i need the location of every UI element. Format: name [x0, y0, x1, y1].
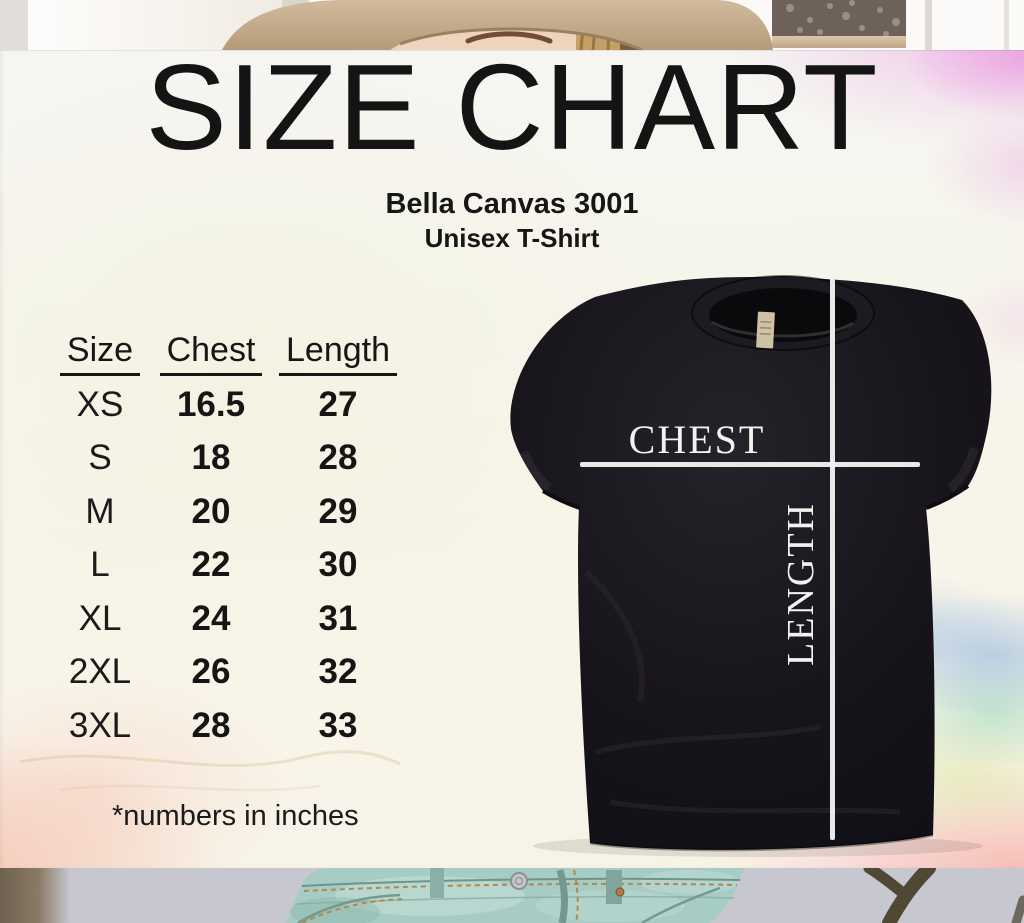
tshirt-collar: [691, 275, 875, 351]
size-cell: XS: [76, 384, 124, 424]
size-cell: 2XL: [68, 652, 132, 692]
column-header-chest: Chest: [150, 328, 272, 378]
length-cell: 31: [318, 598, 358, 638]
length-cell: 32: [318, 652, 358, 692]
chest-cell: 16.5: [176, 384, 246, 424]
chest-cell: 28: [191, 705, 231, 745]
column-header-length-label: Length: [279, 331, 397, 376]
length-cell: 28: [318, 438, 358, 478]
size-cell: XL: [78, 598, 122, 638]
length-cell: 33: [318, 705, 358, 745]
tshirt-body: [510, 277, 992, 850]
size-cell: L: [90, 545, 110, 585]
product-brand: Bella Canvas 3001: [385, 188, 639, 220]
belt-loop: [606, 870, 622, 904]
top-photo-strip: [0, 0, 1024, 50]
bokeh-lights: [786, 0, 900, 37]
column-header-chest-label: Chest: [159, 331, 263, 376]
size-cell: 3XL: [68, 705, 132, 745]
hat-brim-edge: [399, 27, 643, 50]
length-cell: 27: [318, 384, 358, 424]
branch: [863, 868, 1024, 923]
length-cell: 30: [318, 545, 358, 585]
jeans: [286, 868, 744, 923]
collar-tag: [756, 311, 775, 349]
length-cell: 29: [318, 491, 358, 531]
belt-loop: [430, 868, 444, 898]
foreground-blur: [0, 868, 70, 923]
size-table: Size Chest Length XS 16.5 27 S 18 28 M 2…: [50, 328, 404, 753]
eyebrow: [465, 31, 553, 44]
chest-cell: 26: [191, 652, 231, 692]
jeans-rivet: [615, 887, 625, 897]
wall-left-edge: [0, 0, 28, 50]
length-label: LENGTH: [780, 502, 822, 666]
size-cell: S: [88, 438, 112, 478]
product-type: Unisex T-Shirt: [424, 223, 600, 253]
column-header-size: Size: [50, 328, 150, 378]
frame-line-2: [1004, 0, 1009, 50]
tshirt-photo: CHEST LENGTH: [510, 274, 992, 857]
jeans-button: [510, 872, 528, 890]
hat: [222, 0, 773, 50]
page-title: SIZE CHART: [145, 39, 879, 175]
window-sill: [772, 36, 908, 48]
bottom-photo-strip: [0, 868, 1024, 923]
chest-cell: 22: [191, 545, 231, 585]
chest-label: CHEST: [629, 417, 766, 462]
size-cell: M: [85, 491, 115, 531]
length-measure-line: [830, 274, 835, 840]
chest-cell: 20: [191, 491, 231, 531]
units-note: *numbers in inches: [112, 800, 359, 832]
column-header-length: Length: [272, 328, 404, 378]
chest-cell: 24: [191, 598, 231, 638]
tshirt-wrinkles: [519, 446, 979, 852]
column-header-size-label: Size: [59, 331, 141, 376]
chest-cell: 18: [191, 438, 231, 478]
chest-measure-line: [580, 462, 920, 467]
frame-line: [925, 0, 932, 50]
size-chart-card: SIZE CHART Bella Canvas 3001 Unisex T-Sh…: [0, 46, 1024, 868]
